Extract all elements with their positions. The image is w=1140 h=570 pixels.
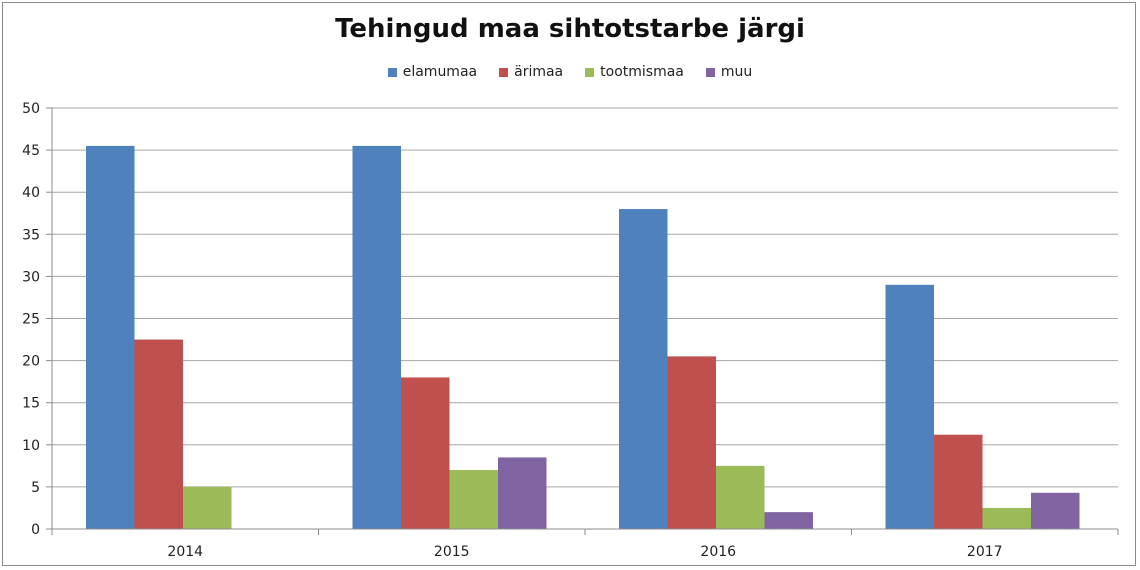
bar-tootmismaa-2015 xyxy=(449,470,498,529)
legend-swatch-elamumaa xyxy=(387,67,397,77)
legend-swatch-arimaa xyxy=(499,67,509,77)
bar-elamumaa-2016 xyxy=(619,209,668,530)
legend-item-arimaa: ärimaa xyxy=(499,64,563,80)
bar-ärimaa-2014 xyxy=(134,339,183,529)
bar-elamumaa-2015 xyxy=(352,145,401,529)
y-tick-label-0: 0 xyxy=(31,522,40,538)
y-tick-label-35: 35 xyxy=(22,227,40,243)
bar-ärimaa-2016 xyxy=(667,356,716,529)
legend-item-elamumaa: elamumaa xyxy=(387,64,478,80)
legend: elamumaa ärimaa tootmismaa muu xyxy=(0,64,1140,80)
bar-elamumaa-2014 xyxy=(86,145,135,529)
x-tick-label-2016: 2016 xyxy=(700,544,736,560)
x-tick-label-2014: 2014 xyxy=(167,544,203,560)
bar-elamumaa-2017 xyxy=(885,284,934,529)
bar-tootmismaa-2014 xyxy=(183,486,232,529)
y-tick-label-10: 10 xyxy=(22,438,40,454)
y-tick-label-45: 45 xyxy=(22,143,40,159)
bar-ärimaa-2017 xyxy=(934,434,983,529)
y-tick-label-40: 40 xyxy=(22,185,40,201)
bar-ärimaa-2015 xyxy=(401,377,450,529)
bars xyxy=(86,145,1080,530)
y-tick-label-30: 30 xyxy=(22,269,40,285)
legend-item-muu: muu xyxy=(705,64,753,80)
y-tick-labels: 0 5 10 15 20 25 30 35 40 45 50 xyxy=(22,101,40,538)
legend-swatch-tootmismaa xyxy=(585,67,595,77)
y-tick-label-5: 5 xyxy=(31,480,40,496)
legend-label-elamumaa: elamumaa xyxy=(402,64,478,80)
bar-muu-2017 xyxy=(1031,492,1080,529)
y-tick-label-20: 20 xyxy=(22,354,40,370)
legend-label-arimaa: ärimaa xyxy=(514,64,564,80)
y-tick-label-25: 25 xyxy=(22,312,40,328)
bar-tootmismaa-2017 xyxy=(982,507,1031,529)
bar-muu-2016 xyxy=(764,512,813,529)
bar-tootmismaa-2016 xyxy=(716,465,765,529)
legend-label-tootmismaa: tootmismaa xyxy=(600,64,684,80)
y-tick-label-50: 50 xyxy=(22,101,40,117)
y-tick-label-15: 15 xyxy=(22,396,40,412)
legend-item-tootmismaa: tootmismaa xyxy=(585,64,684,80)
axes xyxy=(51,108,1119,535)
x-tick-label-2017: 2017 xyxy=(967,544,1003,560)
bar-muu-2015 xyxy=(498,457,547,529)
x-tick-label-2015: 2015 xyxy=(434,544,470,560)
x-tick-labels: 2014 2015 2016 2017 xyxy=(167,544,1002,560)
legend-swatch-muu xyxy=(705,67,715,77)
chart-title: Tehingud maa sihtotstarbe järgi xyxy=(335,14,805,44)
legend-label-muu: muu xyxy=(720,64,753,80)
